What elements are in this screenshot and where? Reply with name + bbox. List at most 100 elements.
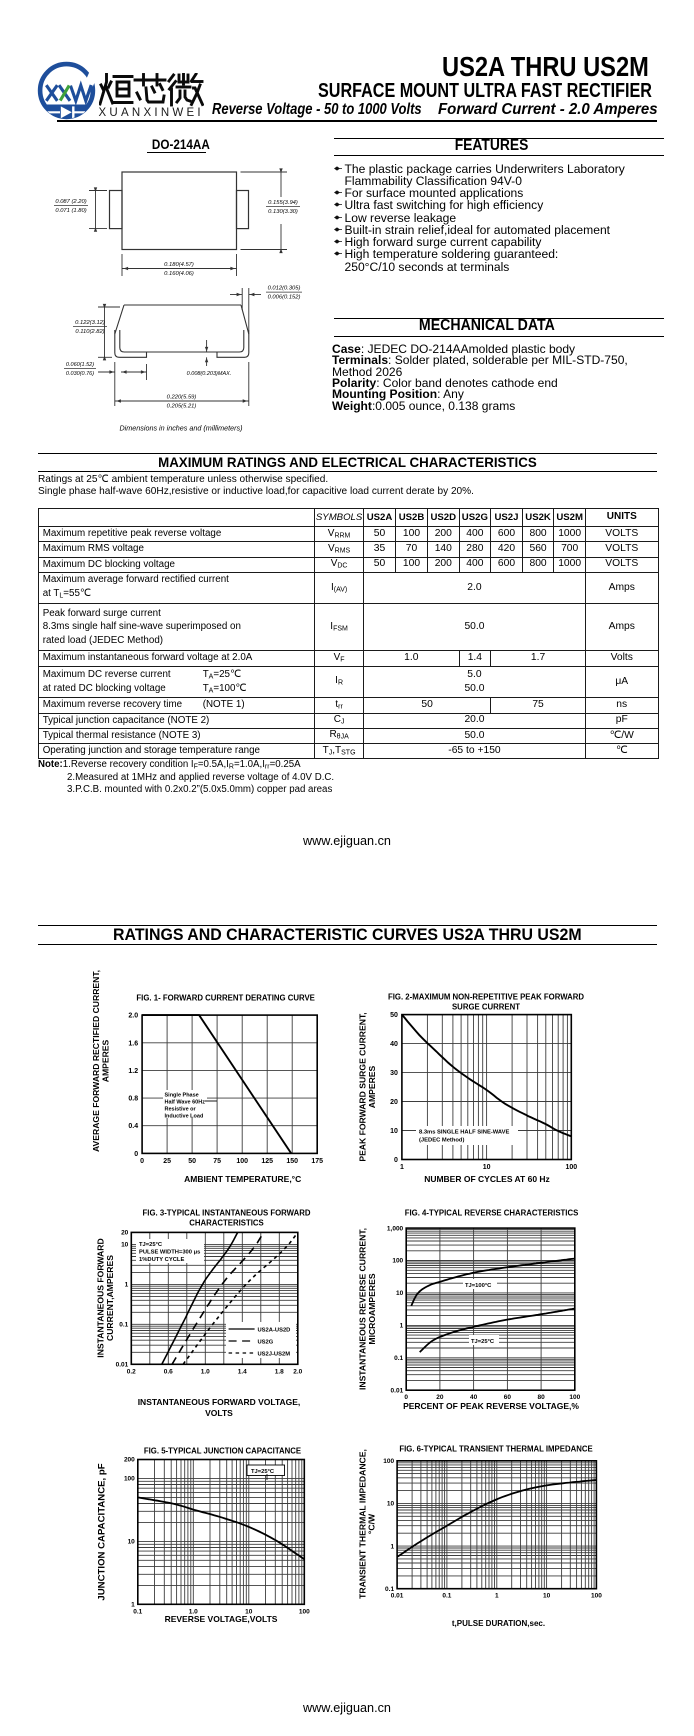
svg-text:10: 10 [396, 1290, 404, 1297]
svg-text:t,PULSE DURATION,sec.: t,PULSE DURATION,sec. [452, 1619, 545, 1628]
svg-text:0.006(0.152): 0.006(0.152) [268, 295, 301, 301]
svg-text:AMPERES: AMPERES [367, 1065, 377, 1108]
svg-text:US2J-US2M: US2J-US2M [258, 1352, 291, 1358]
svg-text:FIG. 3-TYPICAL INSTANTANEOUS F: FIG. 3-TYPICAL INSTANTANEOUS FORWARD [143, 1209, 311, 1218]
svg-text:150: 150 [286, 1158, 298, 1165]
svg-text:0.155(3.94): 0.155(3.94) [268, 200, 298, 206]
svg-text:1: 1 [495, 1593, 499, 1600]
svg-text:1: 1 [390, 1543, 394, 1550]
svg-text:25: 25 [163, 1158, 171, 1165]
svg-text:TJ=25°C: TJ=25°C [471, 1339, 495, 1345]
svg-text:1.2: 1.2 [128, 1068, 138, 1075]
svg-text:1.0: 1.0 [189, 1608, 198, 1615]
svg-text:10: 10 [390, 1128, 398, 1135]
svg-text:US2A-US2D: US2A-US2D [258, 1328, 291, 1334]
svg-text:US2G: US2G [258, 1340, 274, 1346]
svg-text:1: 1 [131, 1602, 135, 1609]
svg-text:100: 100 [569, 1394, 580, 1401]
svg-text:10: 10 [245, 1608, 253, 1615]
svg-text:CURRENT,AMPERES: CURRENT,AMPERES [105, 1255, 115, 1341]
svg-text:0.060(1.52): 0.060(1.52) [66, 362, 94, 368]
svg-text:Single Phase: Single Phase [165, 1093, 199, 1099]
svg-text:100: 100 [236, 1158, 248, 1165]
svg-text:80: 80 [537, 1394, 545, 1401]
svg-text:2.0: 2.0 [293, 1368, 302, 1375]
svg-text:1.0: 1.0 [201, 1368, 210, 1375]
svg-text:FIG. 5-TYPICAL JUNCTION CAPACI: FIG. 5-TYPICAL JUNCTION CAPACITANCE [144, 1447, 301, 1456]
svg-text:10: 10 [387, 1501, 395, 1508]
svg-text:FIG. 1- FORWARD CURRENT DERATI: FIG. 1- FORWARD CURRENT DERATING CURVE [136, 994, 314, 1003]
svg-text:TRANSIENT THERMAL IMPEDANCE,: TRANSIENT THERMAL IMPEDANCE, [358, 1449, 368, 1599]
svg-text:FIG. 6-TYPICAL TRANSIENT THERM: FIG. 6-TYPICAL TRANSIENT THERMAL IMPEDAN… [399, 1445, 592, 1454]
svg-text:0.205(5.21): 0.205(5.21) [167, 403, 197, 409]
svg-text:100: 100 [392, 1258, 403, 1265]
svg-text:20: 20 [390, 1099, 398, 1106]
svg-text:0.160(4.06): 0.160(4.06) [164, 271, 194, 277]
svg-text:0.1: 0.1 [385, 1586, 394, 1593]
svg-text:Inductive Load: Inductive Load [165, 1114, 204, 1120]
svg-text:1: 1 [400, 1323, 404, 1330]
svg-text:20: 20 [436, 1394, 444, 1401]
svg-text:0.130(3.30): 0.130(3.30) [268, 209, 298, 215]
svg-text:200: 200 [124, 1457, 135, 1464]
svg-text:NUMBER OF CYCLES AT 60 Hz: NUMBER OF CYCLES AT 60 Hz [424, 1174, 550, 1184]
svg-text:INSTANTANEOUS REVERSE CURRENT,: INSTANTANEOUS REVERSE CURRENT, [358, 1228, 368, 1390]
svg-text:1: 1 [400, 1164, 404, 1171]
svg-text:Half Wave 60Hz: Half Wave 60Hz [165, 1100, 206, 1106]
svg-text:8.3ms SINGLE HALF SINE-WAVE: 8.3ms SINGLE HALF SINE-WAVE [419, 1130, 510, 1136]
svg-text:0.1: 0.1 [133, 1608, 142, 1615]
svg-text:Dimensions in inches and (mill: Dimensions in inches and (millimeters) [119, 424, 242, 433]
svg-text:0.2: 0.2 [127, 1368, 136, 1375]
svg-text:TJ=25°C: TJ=25°C [139, 1242, 163, 1248]
svg-text:0.122(3.12): 0.122(3.12) [75, 320, 105, 326]
svg-text:100: 100 [383, 1458, 394, 1465]
svg-text:60: 60 [504, 1394, 512, 1401]
svg-text:40: 40 [470, 1394, 478, 1401]
svg-text:FIG. 4-TYPICAL REVERSE CHARACT: FIG. 4-TYPICAL REVERSE CHARACTERISTICS [405, 1209, 579, 1218]
svg-text:0.110(2.82): 0.110(2.82) [75, 329, 104, 335]
svg-text:100: 100 [299, 1608, 310, 1615]
svg-text:SURGE CURRENT: SURGE CURRENT [452, 1003, 520, 1012]
svg-text:0.030(0.76): 0.030(0.76) [66, 371, 94, 377]
svg-text:10: 10 [483, 1164, 491, 1171]
svg-text:1.6: 1.6 [128, 1040, 138, 1047]
svg-text:°C/W: °C/W [367, 1513, 377, 1534]
svg-text:JUNCTION CAPACITANCE, pF: JUNCTION CAPACITANCE, pF [97, 1463, 108, 1600]
svg-text:(JEDEC Method): (JEDEC Method) [419, 1138, 464, 1144]
svg-text:0.1: 0.1 [119, 1322, 128, 1329]
svg-text:100: 100 [124, 1476, 135, 1483]
svg-text:AVERAGE FORWARD RECTIFIED CURR: AVERAGE FORWARD RECTIFIED CURRENT, [91, 970, 101, 1152]
svg-text:INSTANTANEOUS FORWARD: INSTANTANEOUS FORWARD [96, 1238, 106, 1357]
svg-text:0.01: 0.01 [391, 1387, 404, 1394]
svg-text:TJ=25°C: TJ=25°C [251, 1469, 275, 1475]
svg-text:VOLTS: VOLTS [205, 1408, 233, 1418]
svg-text:10: 10 [128, 1539, 136, 1546]
svg-text:INSTANTANEOUS FORWARD VOLTAGE,: INSTANTANEOUS FORWARD VOLTAGE, [138, 1397, 301, 1407]
svg-text:0.220(5.59): 0.220(5.59) [167, 395, 197, 401]
svg-text:10: 10 [543, 1593, 551, 1600]
svg-text:TJ=100°C: TJ=100°C [465, 1283, 492, 1289]
svg-text:0: 0 [140, 1158, 144, 1165]
svg-text:0: 0 [394, 1157, 398, 1164]
svg-text:0.087 (2.20): 0.087 (2.20) [55, 199, 86, 205]
svg-text:30: 30 [390, 1070, 398, 1077]
svg-text:AMPERES: AMPERES [100, 1039, 110, 1082]
svg-text:FIG. 2-MAXIMUM NON-REPETITIVE: FIG. 2-MAXIMUM NON-REPETITIVE PEAK FORWA… [388, 993, 584, 1002]
svg-text:PERCENT OF PEAK REVERSE VOLTAG: PERCENT OF PEAK REVERSE VOLTAGE,% [403, 1401, 579, 1411]
svg-text:10: 10 [121, 1242, 129, 1249]
svg-text:0: 0 [134, 1151, 138, 1158]
svg-text:1.8: 1.8 [275, 1368, 284, 1375]
svg-text:1.4: 1.4 [238, 1368, 247, 1375]
svg-text:175: 175 [311, 1158, 323, 1165]
svg-text:Resistive or: Resistive or [165, 1107, 197, 1113]
svg-text:125: 125 [261, 1158, 273, 1165]
svg-text:0.01: 0.01 [391, 1593, 404, 1600]
svg-text:75: 75 [213, 1158, 221, 1165]
svg-text:0.4: 0.4 [128, 1123, 138, 1130]
svg-text:50: 50 [390, 1012, 398, 1019]
svg-text:100: 100 [565, 1164, 577, 1171]
svg-text:PULSE WIDTH=300 μs: PULSE WIDTH=300 μs [139, 1250, 200, 1256]
svg-text:0.01: 0.01 [116, 1362, 129, 1369]
svg-text:20: 20 [121, 1230, 129, 1237]
svg-text:0.1: 0.1 [394, 1355, 403, 1362]
